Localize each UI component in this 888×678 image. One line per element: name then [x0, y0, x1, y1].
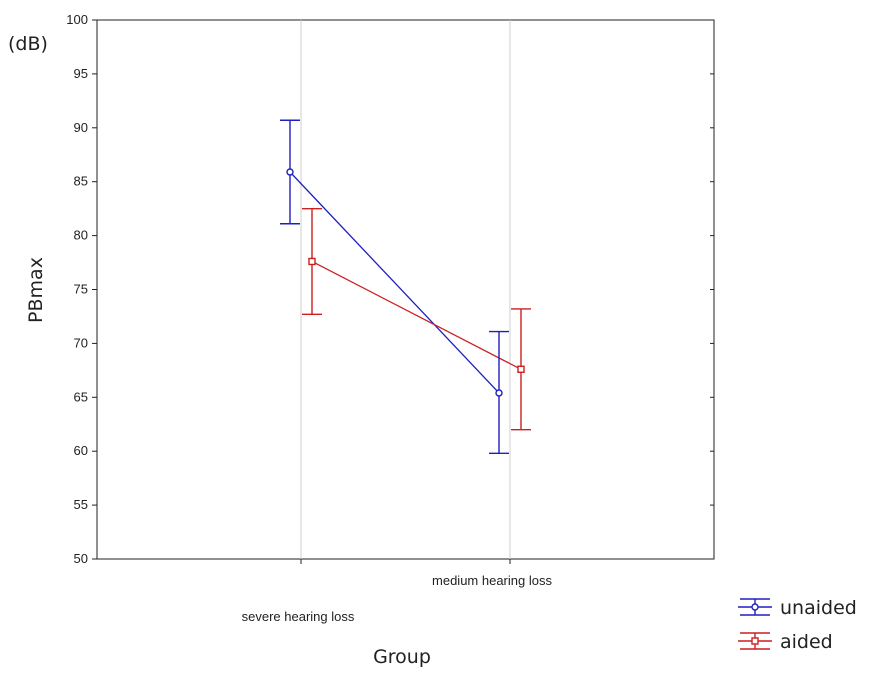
y-tick-label-50: 50 — [74, 551, 88, 566]
series-line-unaided — [289, 171, 500, 394]
y-tick-label-80: 80 — [74, 228, 88, 243]
legend-symbol-aided — [738, 632, 772, 650]
y-tick-label-90: 90 — [74, 120, 88, 135]
series-markers — [286, 168, 525, 397]
point-unaided-0 — [286, 168, 294, 176]
y-tick-label-75: 75 — [74, 282, 88, 297]
y-tick-label-95: 95 — [74, 66, 88, 81]
plot-frame — [96, 19, 715, 560]
y-tick-label-60: 60 — [74, 443, 88, 458]
y-axis-title: PBmax — [25, 257, 47, 323]
series-line-aided — [311, 260, 522, 370]
legend-marker-unaided — [751, 603, 759, 611]
gridlines — [300, 20, 511, 559]
y-tick-label-85: 85 — [74, 174, 88, 189]
x-axis-title: Group — [373, 646, 431, 668]
point-unaided-1 — [495, 389, 503, 397]
legend-label-aided: aided — [780, 631, 833, 653]
legend-label-unaided: unaided — [780, 597, 857, 619]
category-label-severe: severe hearing loss — [242, 609, 355, 624]
y-tick-label-70: 70 — [74, 335, 88, 350]
legend-symbol-unaided — [738, 598, 772, 616]
y-axis-unit: (dB) — [8, 33, 48, 55]
y-tick-label-55: 55 — [74, 497, 88, 512]
legend-marker-aided — [751, 637, 759, 645]
legend: unaided aided — [738, 597, 857, 653]
y-axis-ticks: 50 55 60 65 70 75 80 85 90 95 100 — [66, 12, 714, 566]
category-label-medium: medium hearing loss — [432, 573, 552, 588]
y-tick-label-100: 100 — [66, 12, 88, 27]
x-axis-ticks — [300, 559, 511, 564]
y-tick-label-65: 65 — [74, 389, 88, 404]
point-aided-0 — [308, 257, 316, 266]
series-lines — [289, 171, 522, 394]
point-aided-1 — [517, 365, 525, 373]
